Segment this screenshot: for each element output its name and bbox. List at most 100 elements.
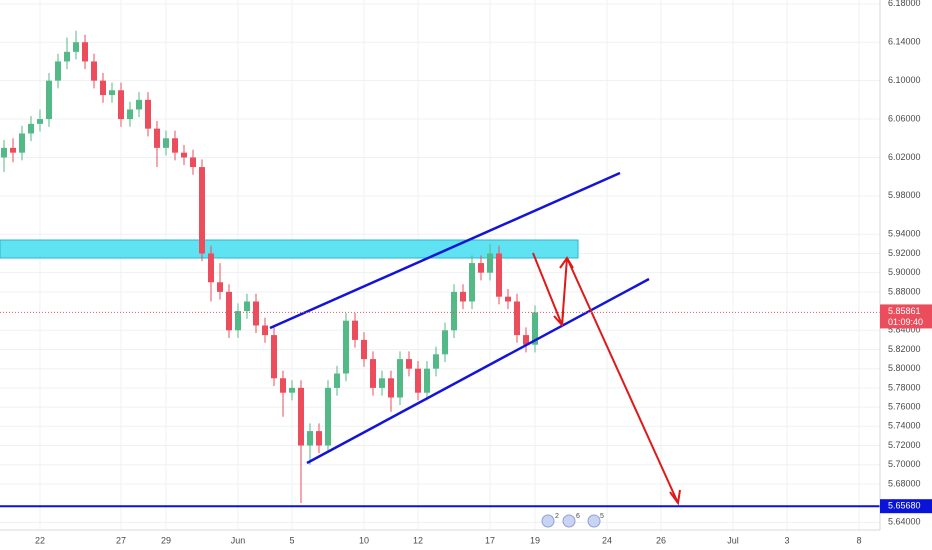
candle-body: [64, 51, 70, 62]
candle-body: [451, 291, 457, 331]
y-tick-label: 6.06000: [888, 113, 921, 123]
y-tick-label: 5.88000: [888, 286, 921, 296]
candle-body: [262, 325, 268, 336]
arrows: [532, 252, 681, 506]
candle-body: [190, 157, 196, 168]
candle-body: [46, 80, 52, 120]
candle-body: [280, 378, 286, 393]
arrow: [561, 257, 568, 326]
drawings: [269, 171, 681, 506]
x-tick-label: 5: [289, 535, 294, 545]
candle-body: [442, 330, 448, 355]
y-tick-label: 5.72000: [888, 440, 921, 450]
candle-body: [244, 301, 250, 312]
y-tick-label: 5.90000: [888, 267, 921, 277]
candle-body: [343, 320, 349, 374]
candle-body: [487, 253, 493, 273]
candle-body: [37, 119, 43, 124]
candle-body: [415, 368, 421, 393]
candle-body: [469, 263, 475, 302]
candle-body: [73, 42, 79, 52]
candle-body: [235, 311, 241, 331]
candle-body: [397, 359, 403, 398]
arrow: [532, 252, 563, 326]
y-tick-label: 5.64000: [888, 517, 921, 527]
y-tick-label: 6.14000: [888, 37, 921, 47]
arrow: [566, 257, 679, 504]
y-tick-label: 5.94000: [888, 229, 921, 239]
y-tick-label: 5.68000: [888, 478, 921, 488]
candle-body: [379, 378, 385, 388]
x-tick-label: 26: [656, 535, 666, 545]
candle-body: [496, 253, 502, 297]
y-tick-label: 5.82000: [888, 344, 921, 354]
y-tick-label: 5.92000: [888, 248, 921, 258]
x-tick-label: 8: [856, 535, 861, 545]
y-tick-label: 6.10000: [888, 75, 921, 85]
candle-body: [55, 61, 61, 81]
candle-body: [217, 282, 223, 292]
candle-body: [406, 359, 412, 369]
candle-body: [361, 339, 367, 360]
support-price-label: 5.65680: [888, 501, 921, 511]
last-price-label: 5.85861: [888, 306, 921, 316]
candle-body: [91, 61, 97, 81]
candle-body: [109, 90, 115, 96]
candle-body: [532, 312, 538, 345]
candle-body: [226, 291, 232, 331]
y-tick-label: 6.02000: [888, 152, 921, 162]
candle-body: [145, 99, 151, 129]
x-tick-label: 22: [35, 535, 45, 545]
x-tick-label: 3: [784, 535, 789, 545]
candle-body: [478, 263, 484, 273]
y-tick-label: 5.84000: [888, 325, 921, 335]
x-tick-label: Jul: [727, 535, 739, 545]
y-tick-label: 5.78000: [888, 382, 921, 392]
candle-body: [298, 387, 304, 446]
event-count: 5: [600, 513, 604, 520]
candle-body: [19, 133, 25, 153]
candle-body: [172, 138, 178, 153]
candle-body: [163, 138, 169, 148]
candle-body: [154, 128, 160, 148]
y-tick-label: 6.18000: [888, 0, 921, 8]
candle-body: [199, 167, 205, 254]
y-tick-label: 5.70000: [888, 459, 921, 469]
candle-body: [523, 335, 529, 345]
event-icon: [541, 514, 555, 528]
grid: [0, 0, 880, 530]
x-tick-label: 17: [485, 535, 495, 545]
candle-body: [181, 152, 187, 158]
y-tick-label: 5.74000: [888, 421, 921, 431]
candle-body: [100, 80, 106, 96]
candle-body: [316, 431, 322, 446]
x-tick-label: 27: [116, 535, 126, 545]
resistance-zone: [0, 239, 579, 259]
candle-body: [208, 253, 214, 283]
candle-body: [370, 359, 376, 388]
candle-body: [325, 387, 331, 446]
candle-body: [10, 147, 16, 153]
x-tick-label: 10: [359, 535, 369, 545]
x-tick-label: Jun: [231, 535, 246, 545]
channel-lower: [306, 277, 650, 465]
candle-body: [352, 320, 358, 340]
candle-body: [388, 378, 394, 398]
x-tick-label: 24: [602, 535, 612, 545]
event-count: 2: [555, 513, 559, 520]
candle-body: [271, 335, 277, 379]
candle-body: [118, 90, 124, 120]
overlay: [0, 311, 880, 508]
candle-body: [424, 368, 430, 393]
event-count: 6: [576, 513, 580, 520]
candle-body: [334, 373, 340, 388]
candle-body: [505, 296, 511, 302]
last-price-box: [880, 304, 932, 329]
countdown: 01:09:40: [888, 317, 923, 327]
candle-body: [460, 291, 466, 302]
candle-body: [433, 354, 439, 369]
arrow-head: [669, 489, 681, 506]
candle-body: [289, 387, 295, 393]
events: 2 6 5: [541, 513, 604, 528]
